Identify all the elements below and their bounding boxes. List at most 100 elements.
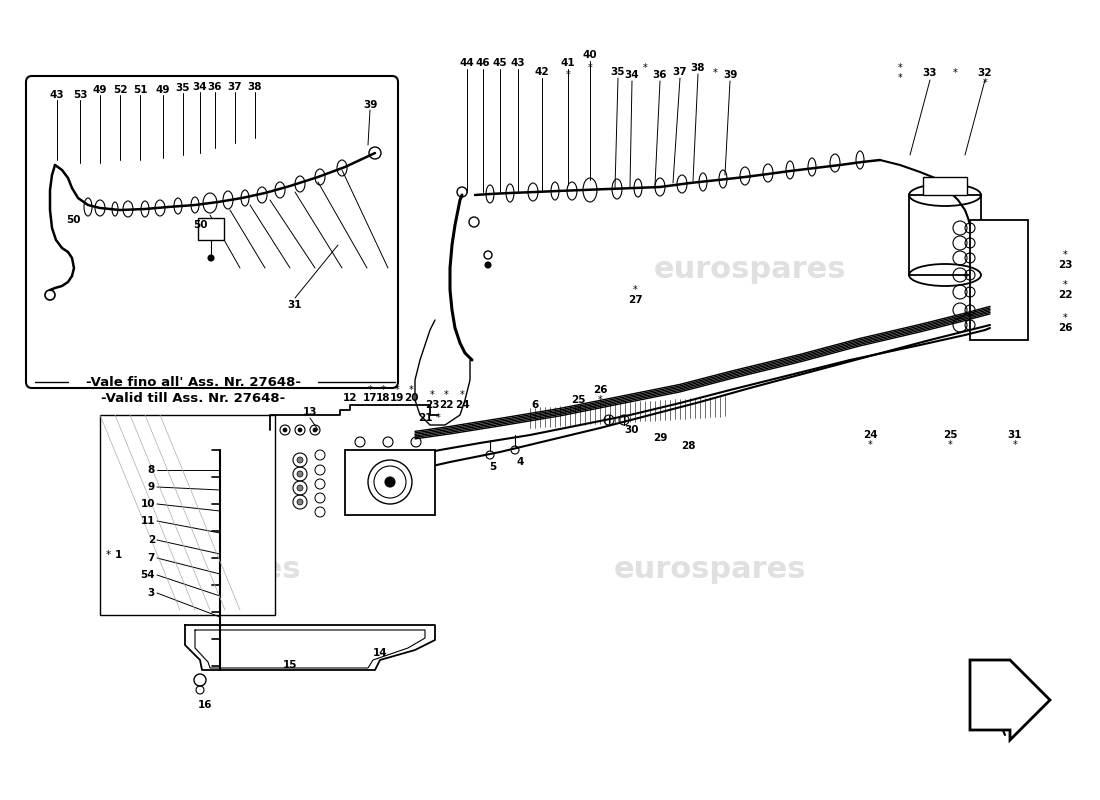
Text: 11: 11 [141, 516, 155, 526]
Circle shape [314, 428, 317, 432]
Text: eurospares: eurospares [653, 255, 846, 285]
Text: 24: 24 [454, 400, 470, 410]
Text: *: * [106, 550, 111, 560]
Circle shape [297, 499, 302, 505]
Text: 30: 30 [625, 425, 639, 435]
Text: 38: 38 [691, 63, 705, 73]
Text: 49: 49 [92, 85, 108, 95]
Text: 39: 39 [363, 100, 377, 110]
Text: 22: 22 [439, 400, 453, 410]
Text: 50: 50 [66, 215, 80, 225]
Text: *: * [1063, 313, 1067, 323]
Text: 46: 46 [475, 58, 491, 68]
Text: *: * [642, 63, 648, 73]
Text: *: * [565, 70, 571, 80]
Text: 28: 28 [681, 441, 695, 451]
Circle shape [485, 262, 491, 268]
Text: 7: 7 [147, 553, 155, 563]
Text: 34: 34 [625, 70, 639, 80]
Text: 53: 53 [73, 90, 87, 100]
Bar [923, 177, 967, 195]
Text: 31: 31 [1008, 430, 1022, 440]
Text: 36: 36 [652, 70, 668, 80]
Text: 51: 51 [133, 85, 147, 95]
Text: 31: 31 [288, 300, 302, 310]
Text: eurospares: eurospares [614, 555, 806, 585]
Text: *: * [632, 285, 637, 295]
Bar [345, 450, 434, 515]
Bar [909, 195, 981, 275]
Text: *: * [868, 440, 872, 450]
Text: 26: 26 [593, 385, 607, 395]
Text: 22: 22 [1058, 290, 1072, 300]
Text: 35: 35 [610, 67, 625, 77]
Text: 4: 4 [516, 457, 524, 467]
Text: 40: 40 [583, 50, 597, 60]
Text: 25: 25 [571, 395, 585, 405]
Text: *: * [436, 413, 440, 423]
Text: 43: 43 [50, 90, 64, 100]
Text: *: * [1013, 440, 1018, 450]
Text: 20: 20 [404, 393, 418, 403]
Text: 34: 34 [192, 82, 207, 92]
Text: 18: 18 [376, 393, 390, 403]
Circle shape [208, 255, 214, 261]
Text: 37: 37 [228, 82, 242, 92]
Text: 16: 16 [198, 700, 212, 710]
Text: 10: 10 [141, 499, 155, 509]
Text: *: * [898, 73, 902, 83]
Text: 45: 45 [493, 58, 507, 68]
Text: *: * [597, 395, 603, 405]
Text: 26: 26 [1058, 323, 1072, 333]
Text: 37: 37 [673, 67, 688, 77]
Text: 44: 44 [460, 58, 474, 68]
Text: 14: 14 [373, 648, 387, 658]
Text: 54: 54 [141, 570, 155, 580]
Text: 42: 42 [535, 67, 549, 77]
Bar [198, 218, 224, 240]
Text: 41: 41 [561, 58, 575, 68]
Text: 49: 49 [156, 85, 170, 95]
Text: eurospares: eurospares [109, 555, 301, 585]
Text: *: * [430, 390, 434, 400]
Text: 33: 33 [923, 68, 937, 78]
Text: 29: 29 [652, 433, 668, 443]
Bar [100, 415, 275, 615]
Circle shape [283, 428, 287, 432]
Text: 9: 9 [147, 482, 155, 492]
Text: 12: 12 [343, 393, 358, 403]
Text: *: * [1063, 250, 1067, 260]
Text: 24: 24 [862, 430, 878, 440]
FancyBboxPatch shape [26, 76, 398, 388]
Circle shape [297, 457, 302, 463]
Circle shape [297, 471, 302, 477]
Text: 23: 23 [425, 400, 439, 410]
Text: 5: 5 [490, 462, 496, 472]
Text: 1: 1 [114, 550, 122, 560]
Text: *: * [395, 385, 399, 395]
Text: 39: 39 [723, 70, 737, 80]
Text: eurospares: eurospares [109, 255, 301, 285]
Text: 17: 17 [363, 393, 377, 403]
Text: 27: 27 [628, 295, 642, 305]
Text: *: * [408, 385, 414, 395]
Bar [970, 220, 1028, 340]
Circle shape [385, 477, 395, 487]
Text: -Valid till Ass. Nr. 27648-: -Valid till Ass. Nr. 27648- [101, 391, 285, 405]
Text: 32: 32 [978, 68, 992, 78]
Text: 3: 3 [147, 588, 155, 598]
Text: -Vale fino all' Ass. Nr. 27648-: -Vale fino all' Ass. Nr. 27648- [86, 375, 300, 389]
Text: 43: 43 [510, 58, 526, 68]
Text: 8: 8 [147, 465, 155, 475]
Text: 38: 38 [248, 82, 262, 92]
Circle shape [298, 428, 302, 432]
Text: *: * [587, 63, 593, 73]
Polygon shape [970, 660, 1050, 740]
Text: 25: 25 [943, 430, 957, 440]
Text: 50: 50 [192, 220, 207, 230]
Text: 21: 21 [418, 413, 432, 423]
Circle shape [297, 485, 302, 491]
Text: 15: 15 [283, 660, 297, 670]
Text: 35: 35 [176, 83, 190, 93]
Text: 52: 52 [112, 85, 128, 95]
